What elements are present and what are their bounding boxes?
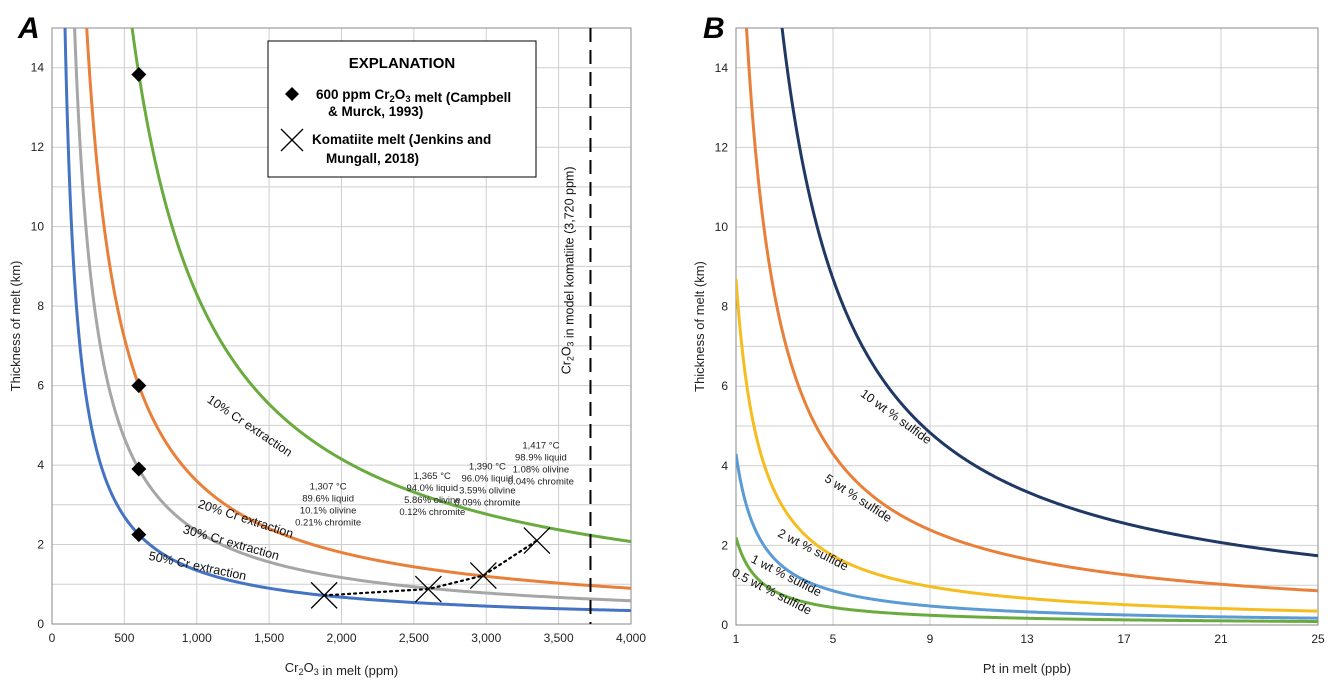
campbell-marker	[131, 66, 147, 82]
legend-box	[267, 40, 537, 178]
komatiite-trend	[323, 539, 539, 597]
series-line	[736, 453, 1318, 620]
series-line	[73, 28, 631, 603]
komatiite-annotation: 89.6% liquid	[302, 493, 354, 504]
series-group	[63, 28, 631, 613]
legend-diamond-icon	[285, 87, 299, 101]
series-line	[780, 28, 1318, 558]
series-line	[85, 28, 631, 590]
y-tick-label: 2	[721, 538, 728, 552]
legend-item-text: 600 ppm Cr2O3 melt (Campbell	[316, 87, 511, 105]
series-label: 2 wt % sulfide	[775, 526, 850, 574]
x-tick-label: 5	[830, 632, 837, 646]
x-tick-label: 1	[733, 632, 740, 646]
komatiite-annotation: 10.1% olivine	[300, 505, 357, 516]
campbell-marker	[131, 378, 147, 394]
legend-title: EXPLANATION	[349, 55, 455, 72]
plot-frame	[735, 27, 1319, 626]
komatiite-annotation: 1.08% olivine	[513, 465, 570, 476]
x-tick-label: 9	[927, 632, 934, 646]
y-tick-label: 2	[37, 538, 44, 552]
legend-item-text: Mungall, 2018)	[326, 151, 419, 166]
x-tick-label: 25	[1311, 632, 1325, 646]
plot-frame	[51, 27, 632, 625]
x-tick-label: 0	[49, 631, 56, 645]
chart-panel-b: 1 5 9 13 17 21 25 0 2 4 6 8 10 12 14 Pt in melt (ppb) Th…	[692, 27, 1325, 676]
x-tick-label: 2,000	[326, 631, 356, 645]
y-tick-label: 8	[37, 299, 44, 313]
y-tick-label: 8	[721, 300, 728, 314]
y-tick-label: 12	[31, 140, 45, 154]
panel-label-a: A	[17, 12, 40, 45]
komatiite-marker	[523, 527, 551, 555]
y-tick-label: 14	[31, 61, 45, 75]
reference-line-label: Cr2O3 in model komatiite (3,720 ppm)	[559, 166, 576, 374]
y-tick-label: 10	[715, 220, 729, 234]
panel-label-b: B	[703, 12, 725, 45]
komatiite-annotation: 0.21% chromite	[295, 517, 361, 528]
y-tick-label: 0	[37, 617, 44, 631]
y-tick-label: 12	[715, 140, 729, 154]
y-tick-label: 6	[721, 379, 728, 393]
x-tick-label: 1,500	[254, 631, 284, 645]
y-axis-label: Thickness of melt (km)	[692, 261, 707, 392]
chart-panel-a: 0 500 1,000 1,500 2,000 2,500 3,000 3,500 4,000 0…	[8, 27, 646, 678]
x-tick-label: 2,500	[399, 631, 429, 645]
x-tick-label: 17	[1117, 632, 1131, 646]
y-tick-label: 0	[721, 618, 728, 632]
komatiite-annotation: 1,365 °C	[414, 471, 451, 482]
campbell-marker	[131, 527, 147, 543]
y-tick-label: 6	[37, 379, 44, 393]
komatiite-annotation: 0.04% chromite	[508, 477, 574, 488]
series-line	[63, 28, 631, 613]
komatiite-annotation: 3.59% olivine	[459, 486, 516, 497]
series-group	[736, 28, 1318, 623]
series-line	[130, 28, 631, 544]
komatiite-annotation: 0.09% chromite	[454, 498, 520, 509]
x-tick-label: 500	[114, 631, 134, 645]
x-axis-label: Pt in melt (ppb)	[983, 661, 1071, 676]
series-label: 10% Cr extraction	[205, 392, 295, 459]
x-tick-label: 3,500	[544, 631, 574, 645]
komatiite-annotation: 1,417 °C	[522, 441, 559, 452]
y-tick-label: 10	[31, 220, 45, 234]
x-tick-label: 21	[1214, 632, 1228, 646]
komatiite-annotation: 1,307 °C	[310, 481, 347, 492]
x-tick-label: 1,000	[182, 631, 212, 645]
komatiite-marker	[310, 581, 338, 609]
campbell-marker	[131, 461, 147, 477]
y-tick-label: 4	[721, 459, 728, 473]
x-tick-label: 4,000	[616, 631, 646, 645]
komatiite-annotation: 98.9% liquid	[515, 453, 567, 464]
y-tick-label: 14	[715, 61, 729, 75]
legend-item-text: Komatiite melt (Jenkins and	[312, 132, 491, 147]
komatiite-marker	[414, 575, 442, 603]
grid	[735, 27, 1319, 625]
komatiite-marker	[469, 562, 497, 589]
komatiite-annotation: 5.86% olivine	[404, 495, 461, 506]
komatiite-annotation: 94.0% liquid	[406, 483, 458, 494]
legend-cross-icon	[280, 128, 304, 152]
x-tick-label: 3,000	[471, 631, 501, 645]
komatiite-annotation: 0.12% chromite	[399, 507, 465, 518]
series-label: 50% Cr extraction	[148, 549, 248, 583]
legend-item-text: & Murck, 1993)	[328, 104, 423, 119]
x-axis-label: Cr2O3 in melt (ppm)	[285, 660, 398, 678]
y-axis-label: Thickness of melt (km)	[8, 261, 23, 392]
legend: EXPLANATION 600 ppm Cr2O3 melt (Campbell&…	[267, 40, 537, 178]
komatiite-annotation: 1,390 °C	[469, 462, 506, 473]
komatiite-annotation: 96.0% liquid	[461, 474, 513, 485]
y-tick-label: 4	[37, 458, 44, 472]
series-line	[736, 537, 1318, 623]
series-line	[745, 28, 1318, 593]
series-line	[736, 278, 1318, 613]
x-tick-label: 13	[1020, 632, 1034, 646]
